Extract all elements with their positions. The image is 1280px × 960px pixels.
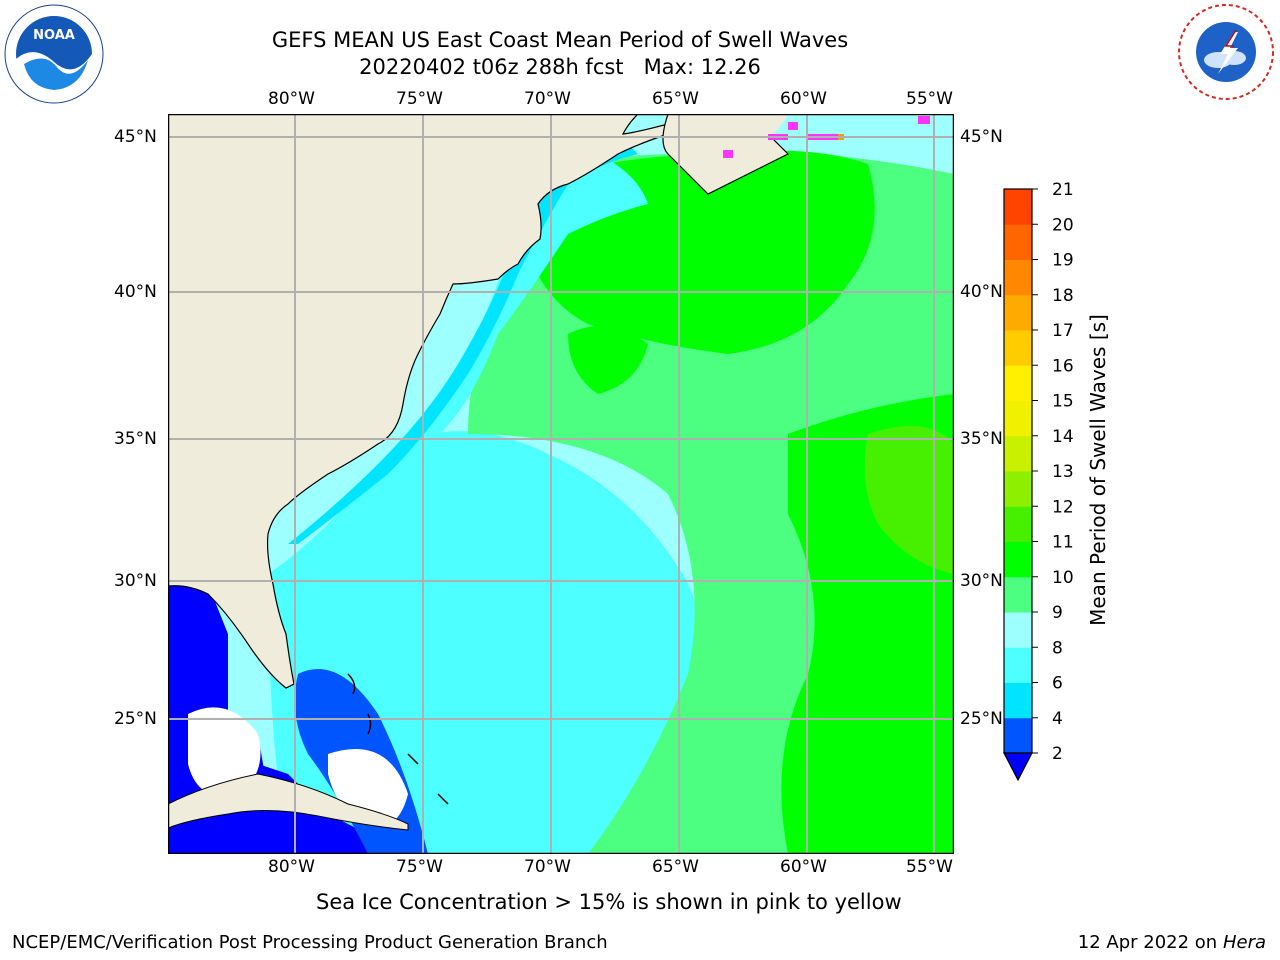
lon-label-bottom: 80°W — [268, 857, 315, 877]
colorbar-box — [1004, 330, 1032, 366]
sea-ice-mark — [918, 116, 930, 124]
colorbar-tick-label: 20 — [1052, 215, 1074, 235]
lat-label-right: 45°N — [960, 127, 1003, 147]
lat-label-right: 30°N — [960, 571, 1003, 591]
colorbar-box — [1004, 647, 1032, 683]
lat-label-left: 35°N — [114, 429, 157, 449]
colorbar-box — [1004, 471, 1032, 507]
lon-label-top: 80°W — [268, 89, 315, 109]
lon-label-bottom: 75°W — [396, 857, 443, 877]
calm-white-gulf — [188, 707, 261, 796]
colorbar-tick-label: 13 — [1052, 462, 1074, 482]
chart-subtitle: 20220402 t06z 288h fcst Max: 12.26 — [359, 55, 761, 79]
lat-label-right: 40°N — [960, 282, 1003, 302]
colorbar-tick-label: 18 — [1052, 286, 1074, 306]
sea-ice-mark — [723, 150, 733, 158]
lon-label-top: 75°W — [396, 89, 443, 109]
sea-ice-note: Sea Ice Concentration > 15% is shown in … — [316, 890, 902, 914]
colorbar-box — [1004, 259, 1032, 296]
nws-logo — [1176, 2, 1276, 102]
graticule — [168, 114, 954, 854]
colorbar-extend-arrow — [1003, 752, 1033, 782]
colorbar-tick-label: 6 — [1052, 674, 1063, 694]
colorbar-box — [1004, 612, 1032, 648]
colorbar-tick-label: 9 — [1052, 603, 1063, 623]
chart-title: GEFS MEAN US East Coast Mean Period of S… — [271, 28, 849, 52]
lat-label-right: 25°N — [960, 709, 1003, 729]
colorbar-tick-label: 21 — [1052, 180, 1074, 200]
colorbar-tick-label: 14 — [1052, 427, 1074, 447]
colorbar-tick-label: 2 — [1052, 744, 1063, 764]
lat-label-left: 30°N — [114, 571, 157, 591]
colorbar-tick-label: 10 — [1052, 568, 1074, 588]
colorbar-tick-label: 4 — [1052, 709, 1063, 729]
colorbar-tick-label: 8 — [1052, 638, 1063, 658]
colorbar-tick-label: 16 — [1052, 356, 1074, 376]
footer-branch: NCEP/EMC/Verification Post Processing Pr… — [12, 932, 608, 953]
period-10-11-patch — [568, 326, 648, 394]
footer-date-text: 12 Apr 2022 on — [1077, 932, 1223, 953]
land-us — [168, 114, 669, 689]
colorbar-label-wrap: Mean Period of Swell Waves [s] — [1084, 290, 1114, 670]
colorbar-box — [1004, 717, 1032, 754]
lon-label-bottom: 65°W — [652, 857, 699, 877]
colorbar-box — [1004, 294, 1032, 331]
lon-label-bottom: 70°W — [524, 857, 571, 877]
colorbar-tick-label: 12 — [1052, 497, 1074, 517]
svg-text:NOAA: NOAA — [33, 28, 75, 43]
colorbar-box — [1004, 365, 1032, 401]
lon-label-top: 65°W — [652, 89, 699, 109]
colorbar-tick-label: 19 — [1052, 251, 1074, 271]
map-panel — [167, 113, 955, 855]
noaa-logo: NOAA — [4, 4, 104, 104]
colorbar-box — [1004, 224, 1032, 260]
colorbar-box — [1004, 541, 1032, 578]
land-bahamas — [347, 673, 449, 805]
lat-label-right: 35°N — [960, 429, 1003, 449]
colorbar-box — [1004, 506, 1032, 542]
lat-label-left: 45°N — [114, 127, 157, 147]
lon-label-bottom: 60°W — [780, 857, 827, 877]
lon-label-top: 55°W — [906, 89, 953, 109]
colorbar-box — [1004, 682, 1032, 719]
lat-label-left: 25°N — [114, 709, 157, 729]
swell-period-map — [167, 113, 955, 855]
colorbar-box — [1004, 435, 1032, 472]
colorbar-box — [1004, 400, 1032, 437]
lon-label-top: 70°W — [524, 89, 571, 109]
colorbar-tick-label: 17 — [1052, 321, 1074, 341]
colorbar-tick-label: 15 — [1052, 392, 1074, 412]
lat-label-left: 40°N — [114, 282, 157, 302]
period-11-12-patch — [864, 426, 954, 574]
colorbar: 2 4 6 8 9 10 11 12 13 14 15 16 17 18 19 20 21 — [996, 180, 1116, 790]
colorbar-tick-label: 11 — [1052, 533, 1074, 553]
land-cuba — [168, 773, 409, 831]
footer-machine: Hera — [1222, 932, 1266, 953]
colorbar-box — [1004, 189, 1032, 225]
sea-ice-mark — [788, 122, 798, 130]
footer-date: 12 Apr 2022 on Hera — [1078, 932, 1266, 953]
colorbar-box — [1004, 576, 1032, 613]
colorbar-label: Mean Period of Swell Waves [s] — [1086, 314, 1110, 626]
lon-label-top: 60°W — [780, 89, 827, 109]
lon-label-bottom: 55°W — [906, 857, 953, 877]
